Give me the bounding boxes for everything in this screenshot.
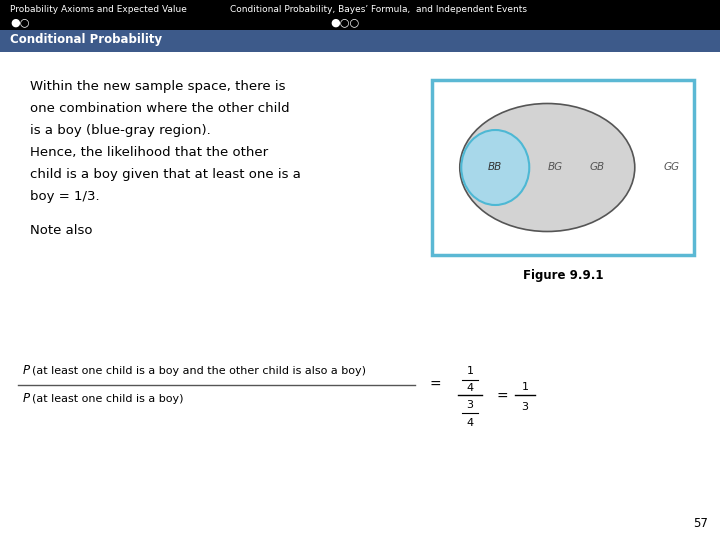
Text: ●○○: ●○○ xyxy=(330,17,359,27)
Text: Note also: Note also xyxy=(30,224,92,237)
Text: 4: 4 xyxy=(467,383,474,393)
Text: Figure 9.9.1: Figure 9.9.1 xyxy=(523,269,603,282)
Text: =: = xyxy=(429,378,441,392)
Text: $P$: $P$ xyxy=(22,364,31,377)
Text: GG: GG xyxy=(664,163,680,172)
Text: child is a boy given that at least one is a: child is a boy given that at least one i… xyxy=(30,168,301,181)
Text: 1: 1 xyxy=(467,366,474,376)
Text: (at least one child is a boy): (at least one child is a boy) xyxy=(32,394,184,404)
Text: =: = xyxy=(496,390,508,404)
Ellipse shape xyxy=(462,130,529,205)
Text: Within the new sample space, there is: Within the new sample space, there is xyxy=(30,80,286,93)
Text: 1: 1 xyxy=(521,382,528,392)
Text: 3: 3 xyxy=(467,400,474,410)
Text: BG: BG xyxy=(548,163,563,172)
Text: $P$: $P$ xyxy=(22,393,31,406)
Text: 57: 57 xyxy=(693,517,708,530)
Ellipse shape xyxy=(460,104,635,232)
Text: Probability Axioms and Expected Value: Probability Axioms and Expected Value xyxy=(10,5,187,14)
FancyBboxPatch shape xyxy=(0,30,720,52)
Text: Hence, the likelihood that the other: Hence, the likelihood that the other xyxy=(30,146,268,159)
Text: GB: GB xyxy=(590,163,605,172)
Text: 4: 4 xyxy=(467,418,474,428)
Text: is a boy (blue-gray region).: is a boy (blue-gray region). xyxy=(30,124,211,137)
FancyBboxPatch shape xyxy=(0,0,720,30)
Text: BB: BB xyxy=(488,163,503,172)
Text: 3: 3 xyxy=(521,402,528,412)
Text: Conditional Probability, Bayes’ Formula,  and Independent Events: Conditional Probability, Bayes’ Formula,… xyxy=(230,5,527,14)
Text: Conditional Probability: Conditional Probability xyxy=(10,33,162,46)
Text: (at least one child is a boy and the other child is also a boy): (at least one child is a boy and the oth… xyxy=(32,366,366,376)
Text: boy = 1/3.: boy = 1/3. xyxy=(30,190,99,203)
Text: one combination where the other child: one combination where the other child xyxy=(30,102,289,115)
FancyBboxPatch shape xyxy=(432,80,694,255)
Text: ●○: ●○ xyxy=(10,17,30,27)
